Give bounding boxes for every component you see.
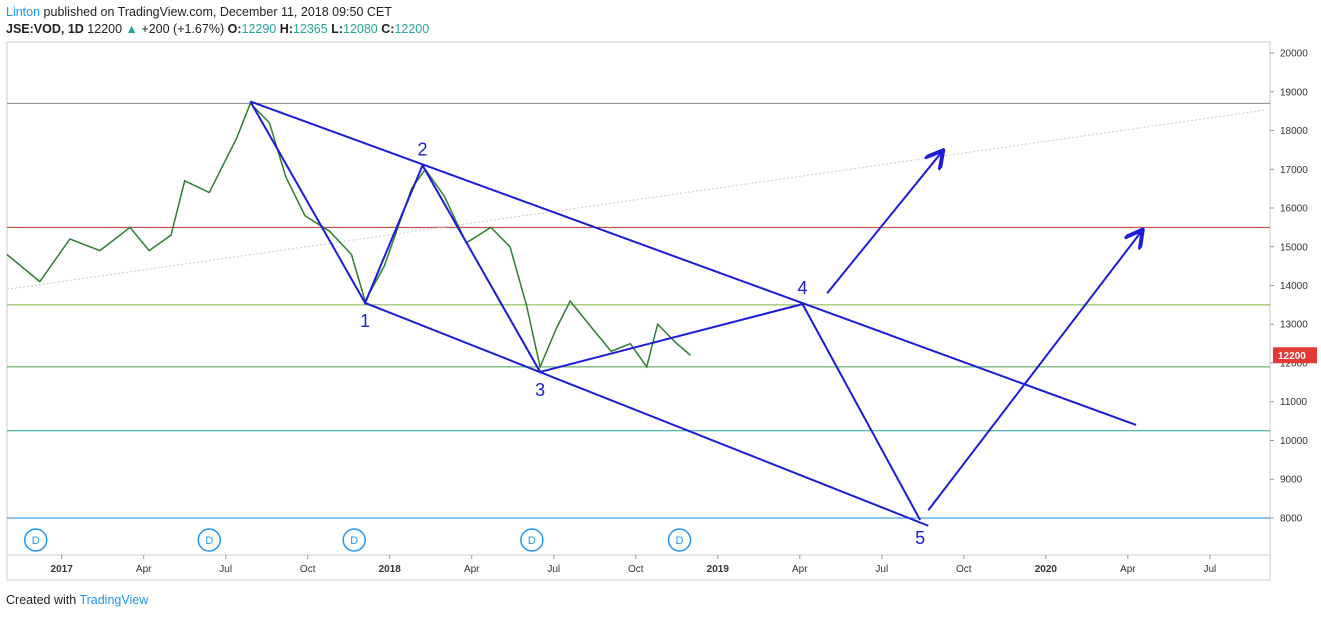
arrow [826,152,942,294]
x-tick-label: Jul [1203,564,1216,575]
wave-label: 2 [418,139,428,159]
arrow: ▲ [125,22,138,36]
o-label: O: [227,22,242,36]
y-tick-label: 15000 [1280,242,1308,253]
y-tick-label: 20000 [1280,49,1308,60]
price-tag [1273,347,1317,364]
y-tick-label: 12000 [1280,358,1308,369]
x-tick-label: Jul [219,564,232,575]
created: Created with [6,593,77,607]
y-tick-label: 11000 [1280,397,1308,408]
l-label: L: [331,22,343,36]
x-tick-label: Apr [136,564,152,575]
y-tick-label: 16000 [1280,204,1308,215]
close: 12200 [394,22,430,36]
arrow [927,231,1141,511]
brand[interactable]: TradingView [79,593,149,607]
event-label: D [528,535,536,547]
channel-line [364,302,929,527]
pub-line: Linton published on TradingView.com, Dec… [6,4,429,21]
last: 12200 [87,22,123,36]
header: Linton published on TradingView.com, Dec… [6,4,429,38]
event-icon [197,528,222,552]
event-label: D [205,535,213,547]
wave-label: 4 [798,278,808,298]
y-tick-label: 14000 [1280,281,1308,292]
high: 12365 [292,22,328,36]
wave-label: 3 [535,380,545,400]
y-tick-label: 9000 [1280,475,1303,486]
frame [6,41,1271,581]
x-tick-label: Jul [875,564,888,575]
event-icon [23,528,48,552]
event-icon [342,528,366,552]
h-label: H: [279,22,293,36]
x-tick-label: Apr [792,564,808,575]
x-tick-label: Oct [300,564,316,575]
x-tick-label: 2020 [1035,564,1058,575]
y-tick-label: 10000 [1280,436,1308,447]
y-tick-label: 13000 [1280,320,1308,331]
channel-line [249,100,1137,426]
wave-label: 5 [915,528,925,548]
event-icon [667,528,692,552]
x-tick-label: 2017 [51,564,74,575]
x-tick-label: Oct [956,564,972,575]
y-tick-label: 19000 [1280,87,1308,98]
y-tick-label: 8000 [1280,513,1303,524]
event-label: D [676,535,684,547]
change: +200 (+1.67%) [141,22,225,36]
x-tick-label: Oct [628,564,644,575]
y-tick-label: 18000 [1280,126,1308,137]
x-tick-label: 2019 [707,564,730,575]
low: 12080 [343,22,378,36]
footer: Created with TradingView [6,593,148,607]
price-line [6,102,691,370]
x-tick-label: Jul [547,564,560,575]
wave-label: 1 [360,311,370,331]
quote-line: JSE:VOD, 1D 12200 ▲ +200 (+1.67%) O:1229… [6,21,429,38]
price-tag-label: 12200 [1278,351,1306,362]
x-tick-label: Apr [1120,564,1136,575]
x-tick-label: Apr [464,564,480,575]
wave-line [249,100,921,521]
open: 12290 [241,22,277,36]
symbol: JSE:VOD, 1D [6,22,84,36]
chart: 8000 9000 10000 11000 12000 13000 14000 15000 16… [6,41,1317,581]
trend-line [6,109,1266,290]
published: published on TradingView.com, December 1… [43,5,392,19]
author: Linton [6,5,41,19]
event-label: D [32,535,40,547]
c-label: C: [381,22,395,36]
y-tick-label: 17000 [1280,165,1308,176]
event-icon [520,528,544,552]
x-tick-label: 2018 [379,564,402,575]
event-label: D [350,535,358,547]
